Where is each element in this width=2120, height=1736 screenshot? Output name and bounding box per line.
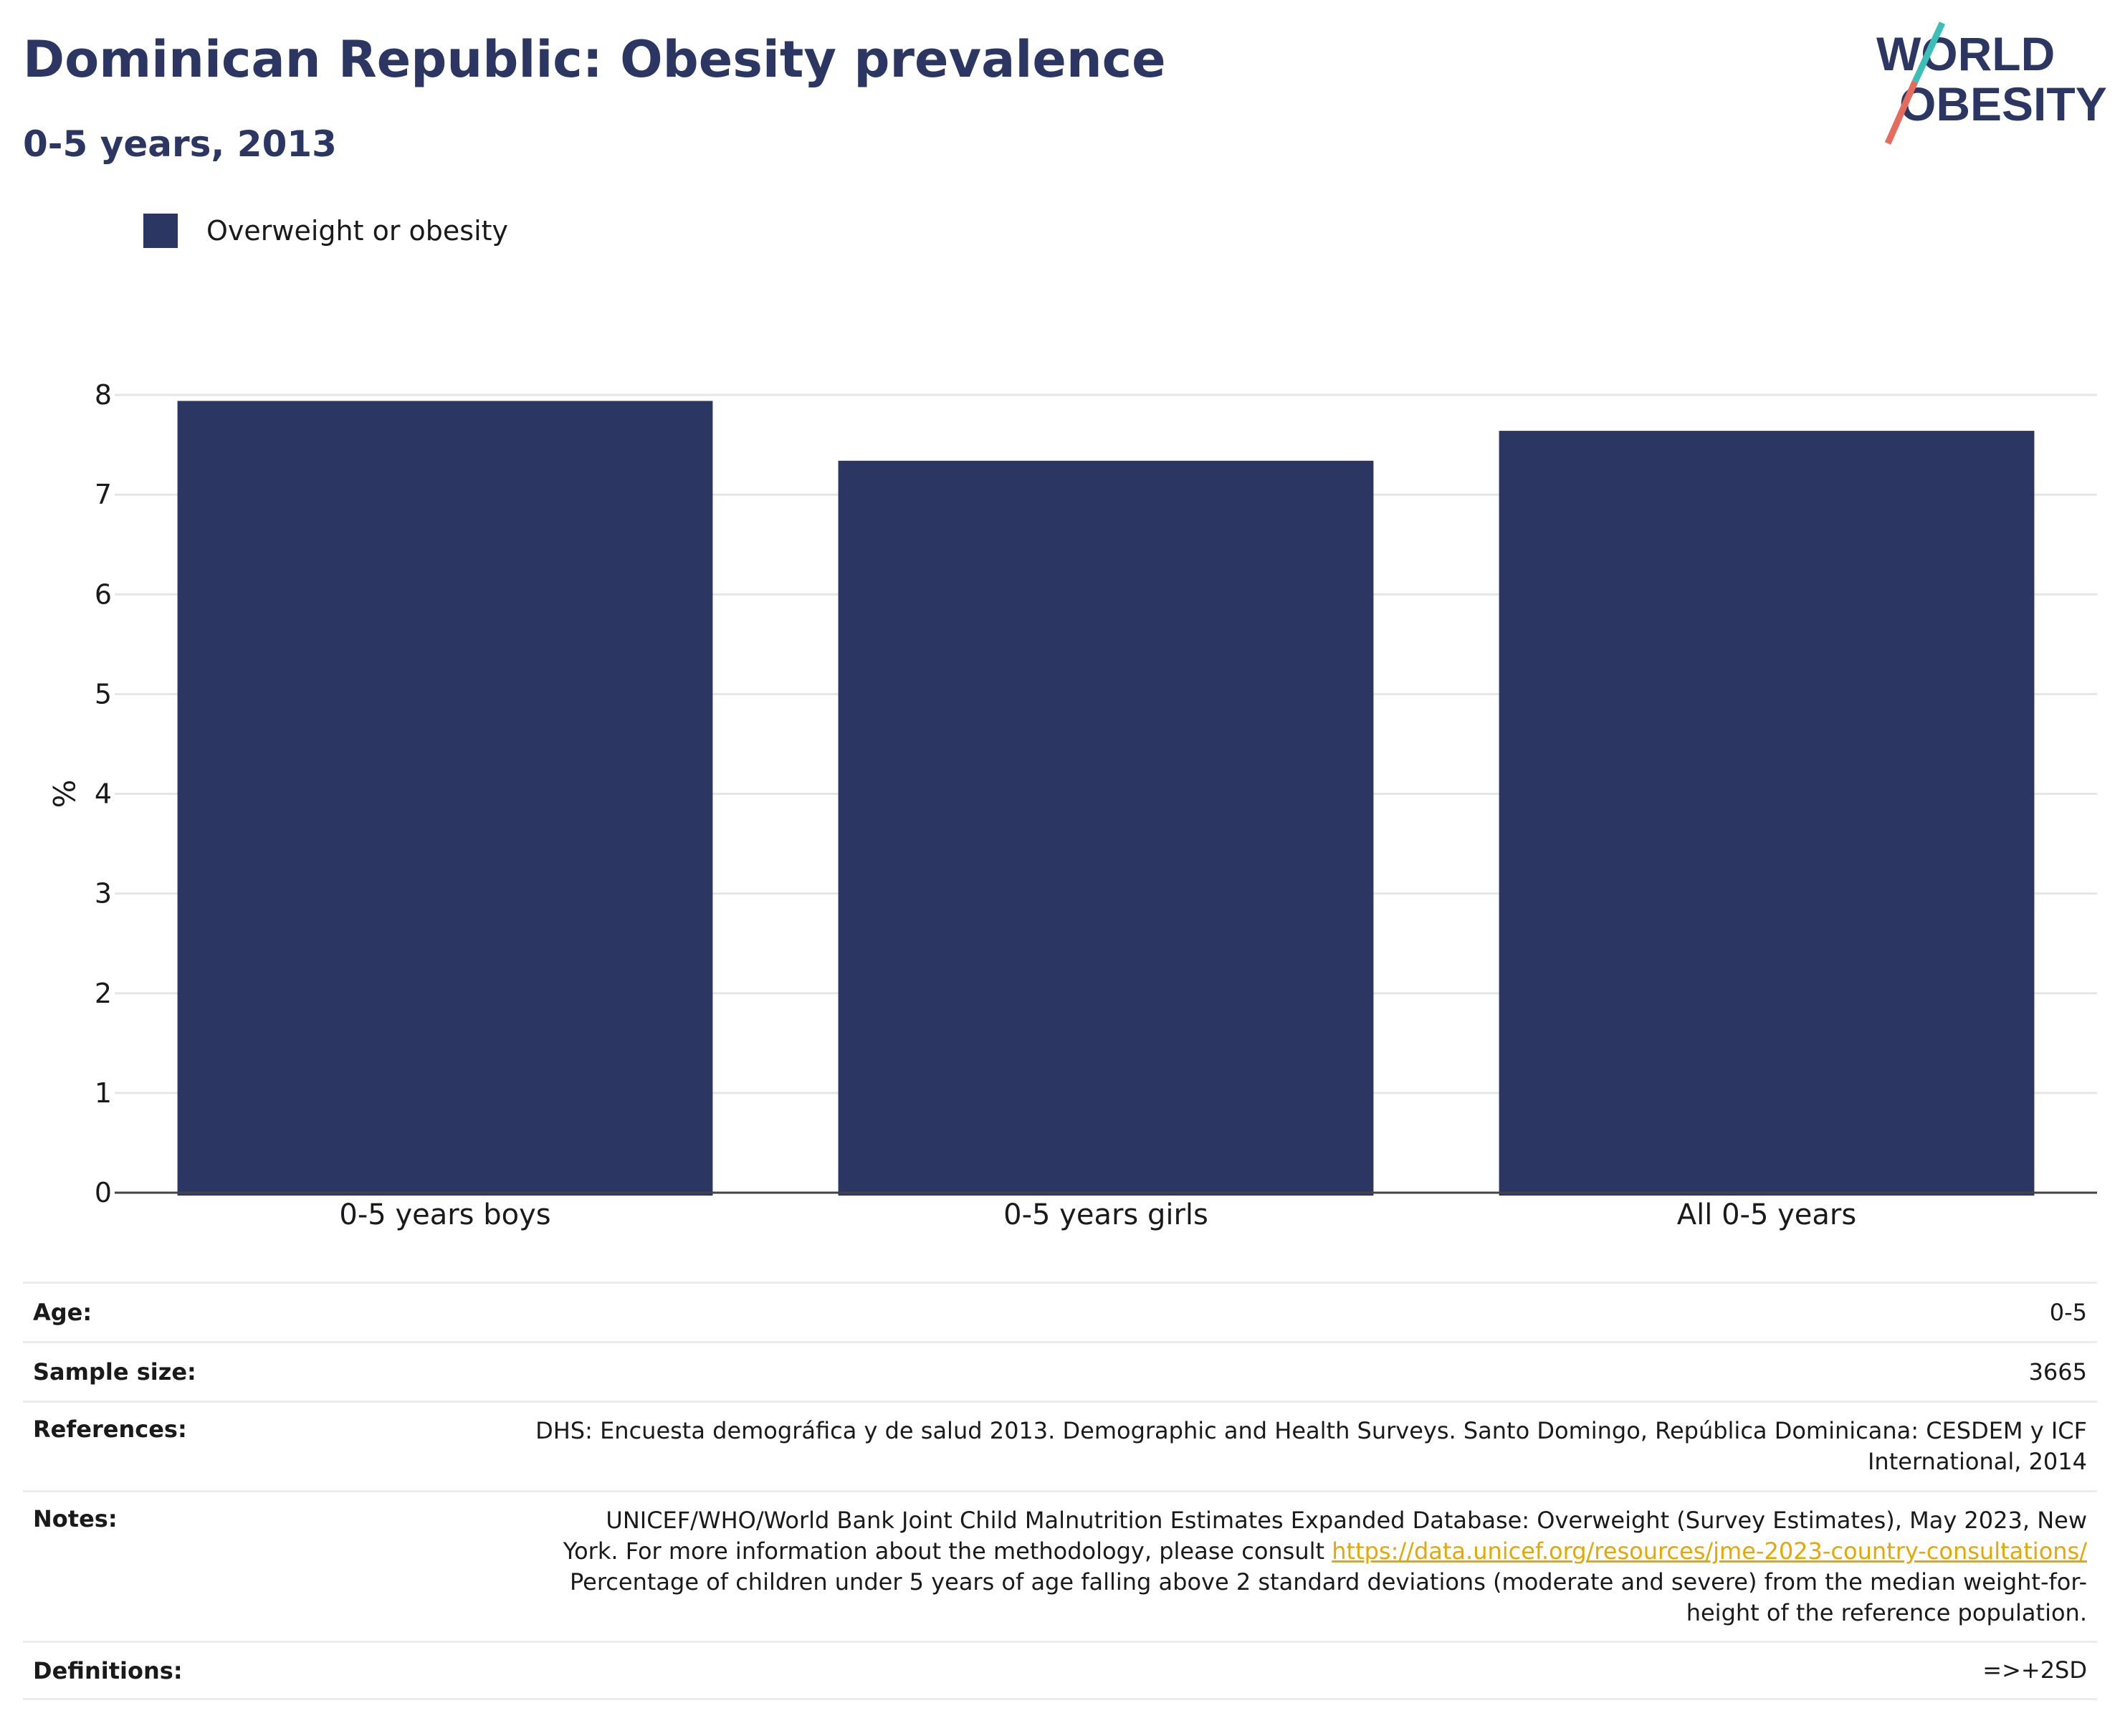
- references-line-1: DHS: Encuesta demográfica y de salud 201…: [535, 1417, 2087, 1444]
- y-tick-label: 4: [95, 778, 112, 810]
- y-tick-label: 3: [95, 878, 112, 910]
- x-tick-label: 0-5 years boys: [339, 1198, 550, 1231]
- info-row-definitions: Definitions: =>+2SD: [23, 1641, 2097, 1700]
- y-tick-label: 1: [95, 1077, 112, 1109]
- info-row-references: References: DHS: Encuesta demográfica y …: [23, 1401, 2097, 1490]
- y-axis-title: %: [46, 780, 81, 809]
- references-label: References:: [33, 1416, 187, 1443]
- methodology-link[interactable]: https://data.unicef.org/resources/jme-20…: [1332, 1537, 2087, 1565]
- info-row-age: Age: 0-5: [23, 1282, 2097, 1341]
- bar: [177, 401, 713, 1196]
- y-tick-label: 6: [95, 578, 112, 610]
- bar: [838, 460, 1374, 1196]
- references-line-2: International, 2014: [1867, 1448, 2087, 1475]
- notes-line-1: UNICEF/WHO/World Bank Joint Child Malnut…: [606, 1507, 2087, 1534]
- info-row-notes: Notes: UNICEF/WHO/World Bank Joint Child…: [23, 1490, 2097, 1641]
- info-row-sample-size: Sample size: 3665: [23, 1341, 2097, 1401]
- chart-title: Dominican Republic: Obesity prevalence: [23, 30, 1166, 89]
- logo-coral-slash: [1884, 80, 1919, 145]
- logo-line-2: OBESITY: [1899, 77, 2107, 130]
- y-tick-label: 7: [95, 479, 112, 510]
- notes-line-2: York. For more information about the met…: [563, 1536, 2087, 1567]
- logo-line-1: WORLD: [1876, 27, 2055, 80]
- y-tick-label: 5: [95, 678, 112, 710]
- notes-value: UNICEF/WHO/World Bank Joint Child Malnut…: [563, 1505, 2097, 1628]
- y-tick-label: 0: [95, 1177, 112, 1208]
- sample-size-label: Sample size:: [33, 1358, 196, 1386]
- y-tick-label: 8: [95, 379, 112, 411]
- definitions-label: Definitions:: [33, 1656, 183, 1684]
- notes-line-4: height of the reference population.: [1686, 1599, 2087, 1626]
- sample-size-value: 3665: [2028, 1358, 2087, 1386]
- references-value: DHS: Encuesta demográfica y de salud 201…: [535, 1416, 2097, 1477]
- legend-label: Overweight or obesity: [206, 215, 509, 247]
- bar-chart: 0 1 2 3 4 5 6 7 8 0-5 years boys 0-5 years girls Al…: [46, 379, 2097, 1231]
- notes-label: Notes:: [33, 1505, 118, 1532]
- notes-line-3: Percentage of children under 5 years of …: [570, 1568, 2087, 1596]
- x-tick-label: 0-5 years girls: [1003, 1198, 1208, 1231]
- x-tick-label: All 0-5 years: [1677, 1198, 1856, 1231]
- notes-line-2-text: York. For more information about the met…: [563, 1537, 1332, 1565]
- legend: Overweight or obesity: [143, 214, 508, 248]
- info-table: Age: 0-5 Sample size: 3665 References: D…: [23, 1282, 2097, 1700]
- logo-teal-slash: [1911, 22, 1946, 83]
- age-label: Age:: [33, 1299, 92, 1326]
- chart-subtitle: 0-5 years, 2013: [23, 123, 337, 165]
- definitions-value: =>+2SD: [1982, 1656, 2087, 1684]
- legend-swatch: [143, 214, 178, 248]
- world-obesity-logo: WORLD OBESITY: [1876, 22, 2107, 145]
- bar: [1499, 431, 2035, 1196]
- y-tick-label: 2: [95, 978, 112, 1009]
- age-value: 0-5: [2049, 1298, 2087, 1326]
